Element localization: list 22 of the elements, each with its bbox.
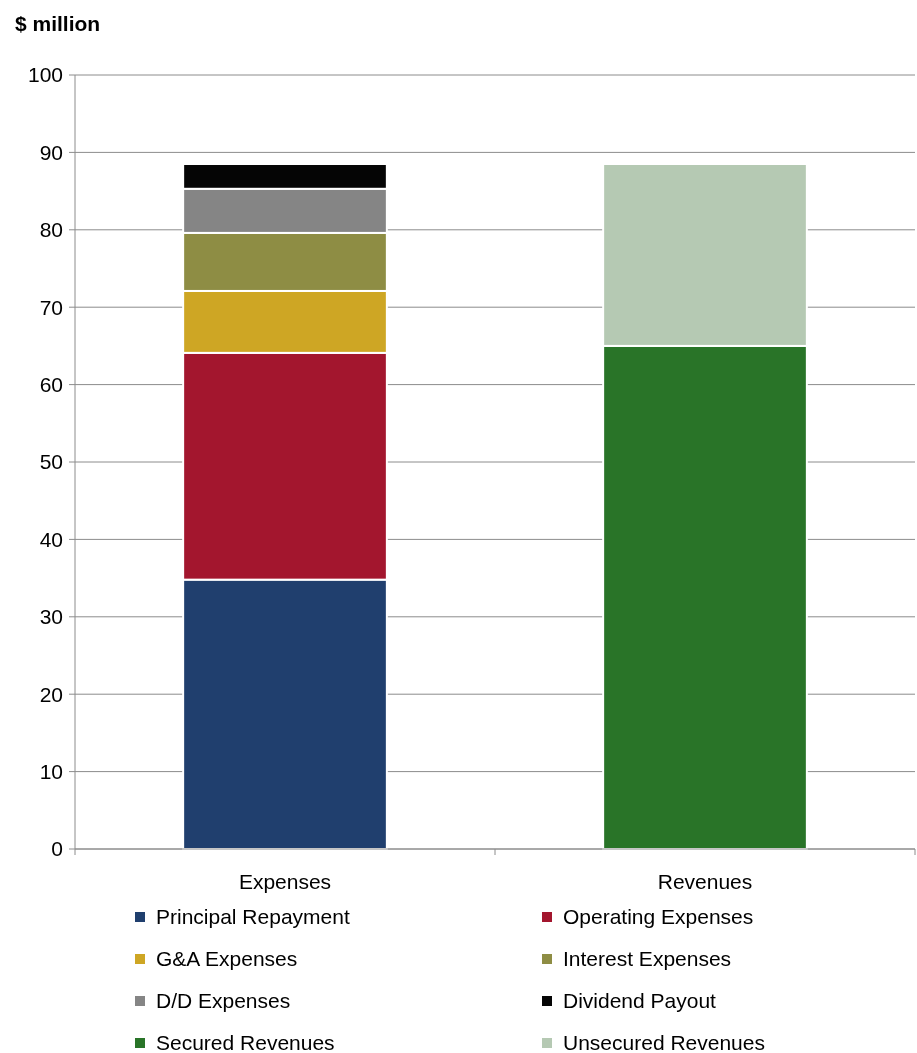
legend-label: Interest Expenses <box>563 947 732 971</box>
y-tick-label: 80 <box>39 218 63 242</box>
legend-label: Dividend Payout <box>563 989 717 1013</box>
x-tick-label: Revenues <box>657 870 753 893</box>
y-tick-label: 100 <box>27 63 63 87</box>
y-tick-label: 50 <box>39 450 63 474</box>
legend-label: G&A Expenses <box>156 947 298 971</box>
y-tick-label: 10 <box>39 759 63 783</box>
x-tick-label: Expenses <box>238 870 332 893</box>
y-tick-label: 70 <box>39 295 63 319</box>
y-axis-title: $ million <box>15 12 101 35</box>
legend-label: Unsecured Revenues <box>563 1031 765 1053</box>
legend-label: D/D Expenses <box>156 989 291 1013</box>
y-tick-label: 0 <box>51 837 63 861</box>
y-tick-label: 90 <box>39 140 63 164</box>
legend-label: Principal Repayment <box>156 905 350 929</box>
y-tick-label: 40 <box>39 527 63 551</box>
y-tick-label: 20 <box>39 682 63 706</box>
legend-label: Operating Expenses <box>563 905 754 929</box>
y-tick-label: 30 <box>39 605 63 629</box>
legend-label: Secured Revenues <box>156 1031 335 1053</box>
y-tick-label: 60 <box>39 372 63 396</box>
